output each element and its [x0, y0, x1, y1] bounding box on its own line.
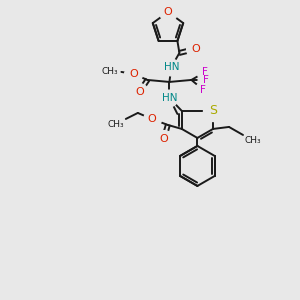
Text: CH₃: CH₃ [102, 68, 118, 76]
Text: O: O [135, 87, 144, 97]
Text: F: F [203, 75, 209, 85]
Text: S: S [209, 104, 217, 117]
Text: O: O [147, 114, 156, 124]
Text: O: O [159, 134, 168, 144]
Text: O: O [129, 69, 138, 79]
Text: CH₃: CH₃ [107, 120, 124, 129]
Text: F: F [200, 85, 206, 95]
Text: F: F [202, 67, 208, 77]
Text: O: O [164, 7, 172, 17]
Text: CH₃: CH₃ [245, 136, 262, 145]
Text: HN: HN [162, 93, 177, 103]
Text: HN: HN [164, 62, 179, 72]
Text: O: O [191, 44, 200, 54]
